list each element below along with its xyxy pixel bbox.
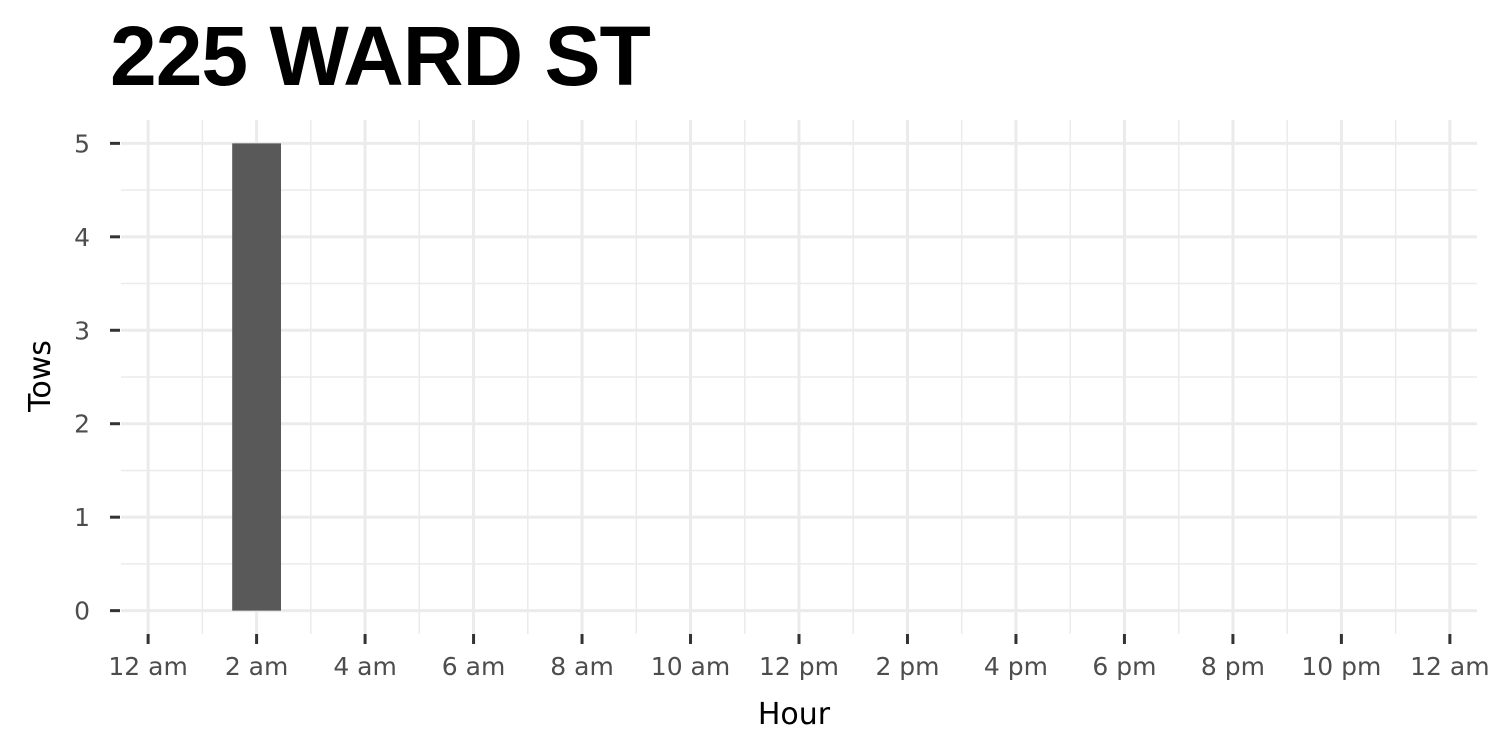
y-tick-label: 2 [74,410,90,439]
x-tick-label: 2 pm [875,652,939,681]
axis-layer: 12 am 2 am 4 am 6 am 8 am 10 am 12 pm 2 pm 4 pm 6… [74,129,1490,681]
bar [232,143,282,611]
y-tick-label: 5 [74,129,90,158]
grid-layer [121,120,1477,634]
y-tick-label: 4 [74,223,90,252]
y-axis-title: Tows [23,340,58,413]
y-tick-label: 3 [74,316,90,345]
x-tick-label: 6 pm [1092,652,1156,681]
bar-layer [232,143,282,611]
x-tick-label: 4 am [333,652,397,681]
y-tick-label: 0 [74,597,90,626]
x-tick-label: 12 pm [759,652,839,681]
x-tick-label: 10 pm [1301,652,1381,681]
x-tick-label: 6 am [442,652,506,681]
x-tick-label: 4 pm [984,652,1048,681]
y-tick-label: 1 [74,503,90,532]
x-tick-label: 2 am [225,652,289,681]
x-tick-label: 12 am [1410,652,1489,681]
x-tick-label: 8 pm [1201,652,1265,681]
x-tick-label: 8 am [550,652,614,681]
chart-title: 225 WARD ST [110,9,651,103]
x-tick-label: 10 am [651,652,730,681]
x-tick-label: 12 am [108,652,187,681]
x-axis-title: Hour [758,697,831,732]
